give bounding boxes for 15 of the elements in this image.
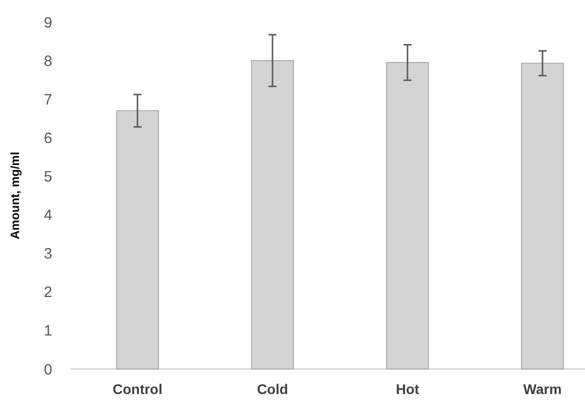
x-tick-label: Control xyxy=(112,381,162,397)
y-tick-label: 4 xyxy=(44,207,52,224)
y-tick-label: 8 xyxy=(44,52,52,70)
x-tick-label: Hot xyxy=(396,381,420,397)
x-tick-label: Cold xyxy=(256,381,288,397)
y-tick-label: 5 xyxy=(44,168,52,186)
y-tick-label: 7 xyxy=(44,91,52,108)
y-tick-label: 6 xyxy=(44,130,52,147)
y-axis-title: Amount, mg/ml xyxy=(8,152,22,240)
x-tick-label: Warm xyxy=(523,381,562,397)
y-tick-label: 3 xyxy=(44,246,52,263)
y-tick-label: 9 xyxy=(44,14,52,32)
y-tick-label: 1 xyxy=(44,322,52,340)
y-tick-label: 2 xyxy=(44,284,52,302)
y-tick-label: 0 xyxy=(44,361,52,378)
